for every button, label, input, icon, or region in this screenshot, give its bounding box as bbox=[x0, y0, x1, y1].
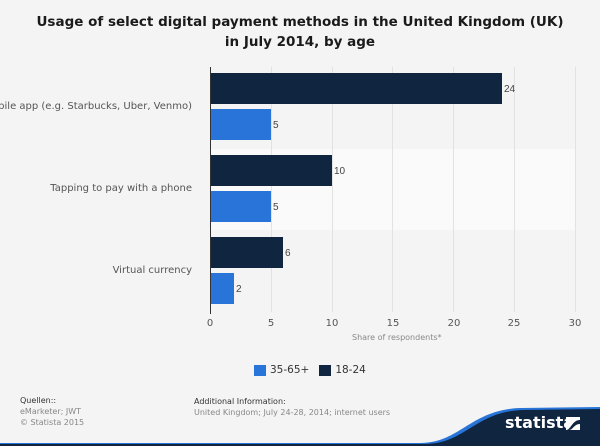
bar-35-65-virtual-currency[interactable] bbox=[210, 273, 234, 304]
statista-logo-icon bbox=[566, 417, 580, 430]
bar-value: 2 bbox=[236, 284, 242, 295]
statista-logo[interactable]: statista bbox=[505, 413, 574, 432]
gridline bbox=[392, 67, 393, 312]
x-tick: 15 bbox=[386, 318, 400, 329]
gridline bbox=[575, 67, 576, 312]
bar-18-24-virtual-currency[interactable] bbox=[210, 237, 283, 268]
bar-value: 24 bbox=[504, 84, 516, 95]
legend-item-35-65[interactable]: 35-65+ bbox=[254, 364, 309, 376]
gridline bbox=[453, 67, 454, 312]
x-tick: 30 bbox=[568, 318, 582, 329]
legend-label: 35-65+ bbox=[270, 364, 310, 376]
x-tick: 10 bbox=[325, 318, 339, 329]
category-label: Virtual currency bbox=[112, 265, 192, 276]
bar-35-65-tapping[interactable] bbox=[210, 191, 271, 222]
bar-value: 6 bbox=[285, 248, 291, 259]
x-tick: 0 bbox=[206, 318, 214, 329]
category-label: Mobile app (e.g. Starbucks, Uber, Venmo) bbox=[0, 101, 192, 112]
y-axis-line bbox=[210, 67, 211, 314]
legend-swatch bbox=[319, 364, 332, 376]
bar-35-65-mobile-app[interactable] bbox=[210, 109, 271, 140]
copyright-text: © Statista 2015 bbox=[20, 418, 85, 427]
legend: 35-65+ 18-24 bbox=[254, 364, 376, 376]
x-tick: 20 bbox=[447, 318, 461, 329]
bar-value: 5 bbox=[273, 120, 279, 131]
plot-area: 24 5 10 5 6 2 bbox=[210, 67, 576, 312]
sources-block: Quellen:: eMarketer; JWT © Statista 2015 bbox=[20, 395, 84, 428]
additional-info-block: Additional Information: United Kingdom; … bbox=[194, 396, 390, 418]
category-label: Tapping to pay with a phone bbox=[50, 183, 192, 194]
bar-18-24-tapping[interactable] bbox=[210, 155, 332, 186]
legend-item-18-24[interactable]: 18-24 bbox=[319, 364, 366, 376]
legend-label: 18-24 bbox=[335, 364, 366, 376]
gridline bbox=[514, 67, 515, 312]
footer-wave bbox=[0, 407, 600, 446]
sources-text[interactable]: eMarketer; JWT bbox=[20, 407, 82, 416]
gridline bbox=[332, 67, 333, 312]
x-tick: 5 bbox=[267, 318, 275, 329]
sources-heading: Quellen:: bbox=[20, 396, 57, 405]
gridline bbox=[271, 67, 272, 312]
bar-value: 10 bbox=[334, 166, 346, 177]
x-tick: 25 bbox=[507, 318, 521, 329]
logo-text: statista bbox=[505, 413, 575, 432]
chart-title: Usage of select digital payment methods … bbox=[36, 14, 564, 50]
bar-value: 5 bbox=[273, 202, 279, 213]
additional-info-heading: Additional Information: bbox=[194, 397, 286, 406]
legend-swatch bbox=[254, 364, 266, 376]
bar-18-24-mobile-app[interactable] bbox=[210, 73, 502, 104]
additional-info-text: United Kingdom; July 24-28, 2014; intern… bbox=[194, 408, 391, 417]
x-axis-label: Share of respondents* bbox=[352, 333, 442, 342]
